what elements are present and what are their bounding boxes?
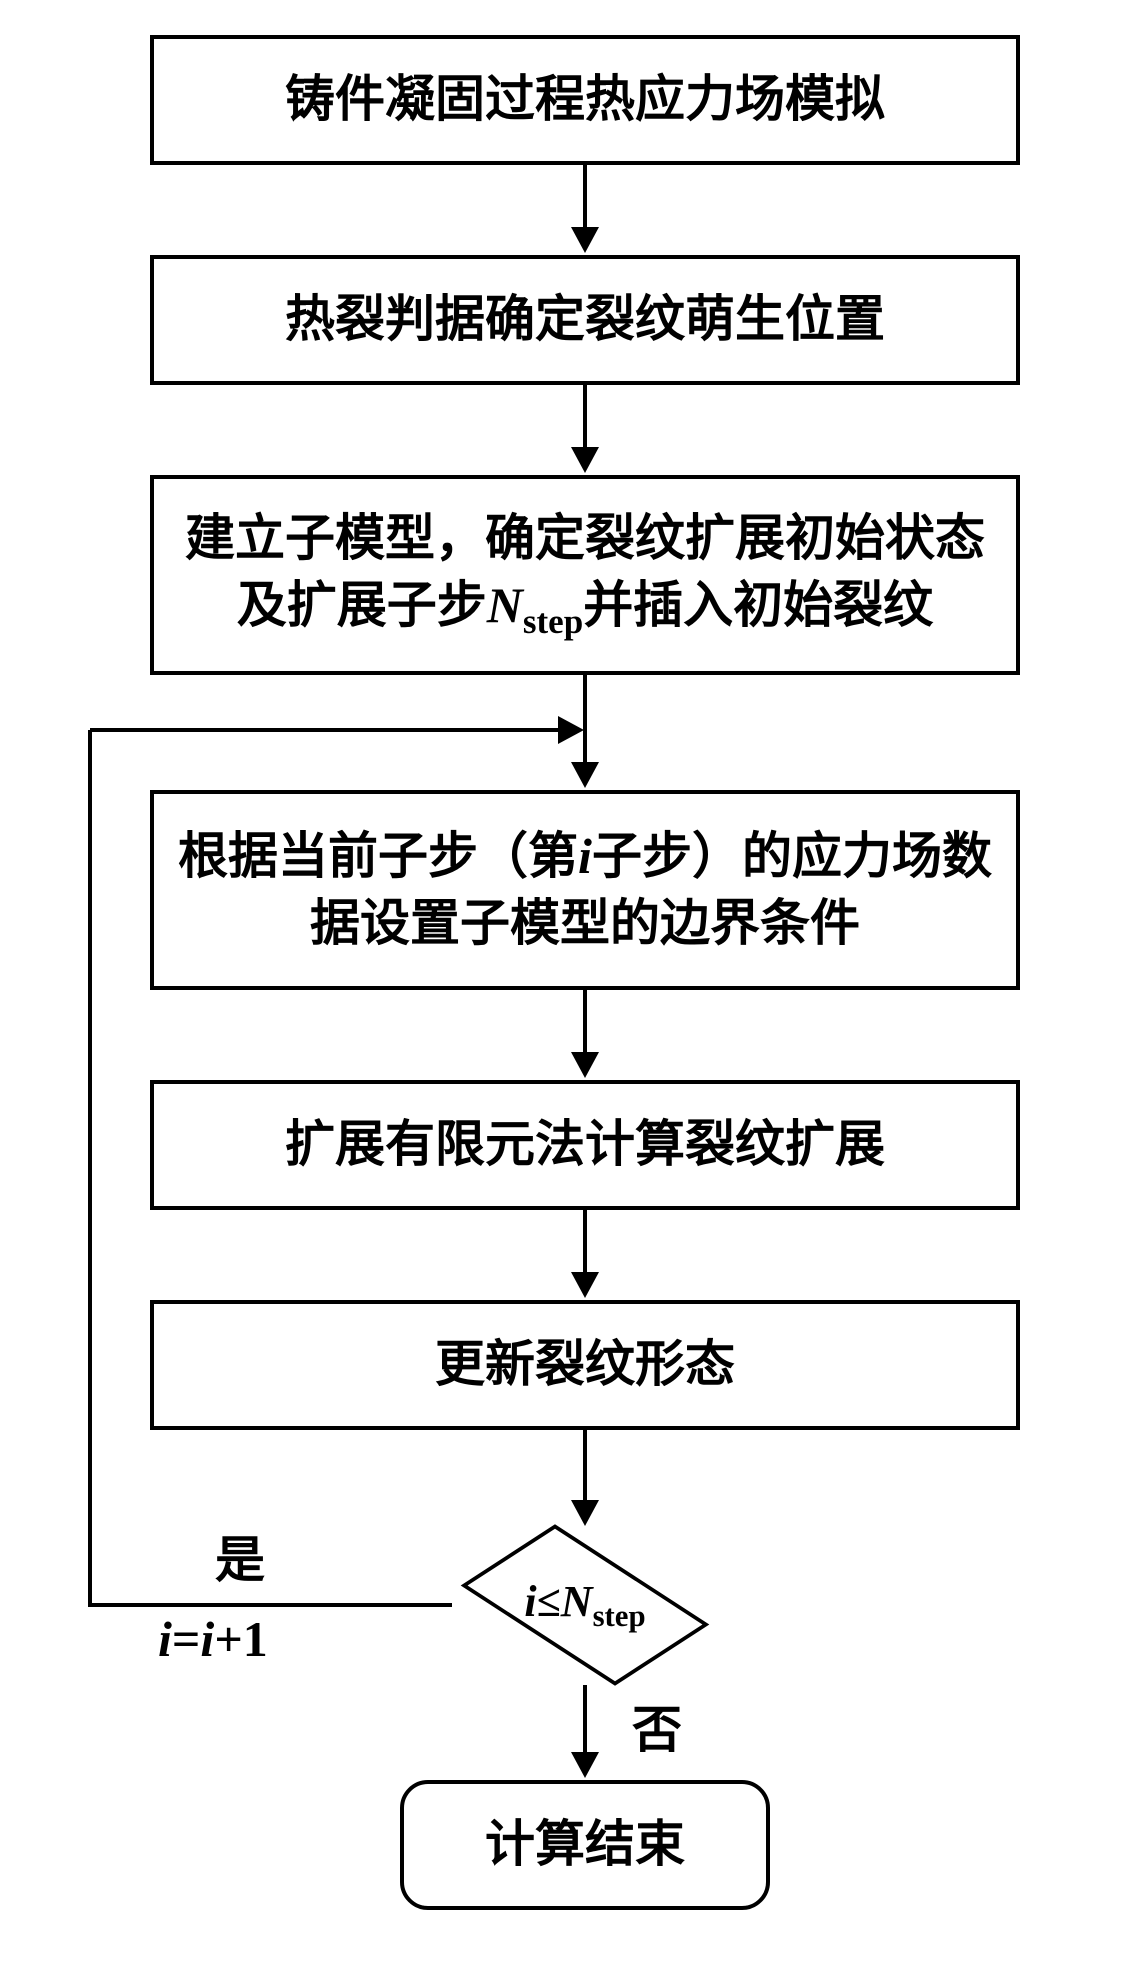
step-4-text: 根据当前子步（第i子步）的应力场数据设置子模型的边界条件 — [174, 823, 996, 958]
edge-1-2-head — [571, 227, 599, 253]
terminal-box: 计算结束 — [400, 1780, 770, 1910]
edge-decision-no — [583, 1685, 587, 1752]
step-3-text: 建立子模型，确定裂纹扩展初始状态及扩展子步Nstep并插入初始裂纹 — [174, 505, 996, 646]
edge-4-5 — [583, 990, 587, 1052]
step-5-box: 扩展有限元法计算裂纹扩展 — [150, 1080, 1020, 1210]
terminal-text: 计算结束 — [485, 1811, 685, 1879]
step-3-box: 建立子模型，确定裂纹扩展初始状态及扩展子步Nstep并插入初始裂纹 — [150, 475, 1020, 675]
edge-2-3 — [583, 385, 587, 447]
edge-3-4-head — [571, 762, 599, 788]
step-1-text: 铸件凝固过程热应力场模拟 — [285, 66, 885, 134]
edge-loop-top-head — [558, 716, 584, 744]
edge-5-6 — [583, 1210, 587, 1272]
label-no-text: 否 — [632, 1702, 682, 1758]
step-2-box: 热裂判据确定裂纹萌生位置 — [150, 255, 1020, 385]
edge-6-decision — [583, 1430, 587, 1500]
edge-1-2 — [583, 165, 587, 227]
step-6-box: 更新裂纹形态 — [150, 1300, 1020, 1430]
step-1-box: 铸件凝固过程热应力场模拟 — [150, 35, 1020, 165]
edge-decision-no-head — [571, 1752, 599, 1778]
step-4-box: 根据当前子步（第i子步）的应力场数据设置子模型的边界条件 — [150, 790, 1020, 990]
label-increment: i=i+1 — [158, 1610, 268, 1668]
edge-2-3-head — [571, 447, 599, 473]
edge-4-5-head — [571, 1052, 599, 1078]
step-6-text: 更新裂纹形态 — [435, 1331, 735, 1399]
edge-6-decision-head — [571, 1500, 599, 1526]
edge-decision-yes-h — [90, 1603, 452, 1607]
label-increment-text: i=i+1 — [158, 1611, 268, 1667]
decision-diamond: i≤Nstep — [455, 1525, 715, 1685]
decision-condition: i≤Nstep — [524, 1576, 645, 1634]
step-5-text: 扩展有限元法计算裂纹扩展 — [285, 1111, 885, 1179]
step-2-text: 热裂判据确定裂纹萌生位置 — [285, 286, 885, 354]
edge-loop-v — [88, 730, 92, 1607]
edge-5-6-head — [571, 1272, 599, 1298]
label-yes-text: 是 — [215, 1532, 265, 1588]
label-yes: 是 — [215, 1520, 265, 1592]
edge-loop-top-h — [90, 728, 558, 732]
label-no: 否 — [632, 1690, 682, 1762]
